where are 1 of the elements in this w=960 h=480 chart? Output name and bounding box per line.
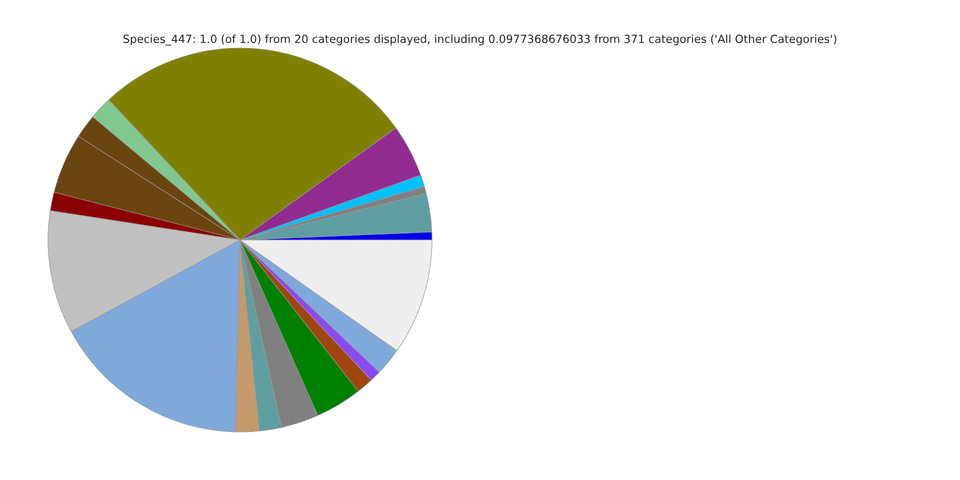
- text: Species_447: 1.0 (of 1.0) from 20 categories displayed, including 0.0977368676033 from 371 categories ('All Other Categories'): [123, 34, 836, 46]
